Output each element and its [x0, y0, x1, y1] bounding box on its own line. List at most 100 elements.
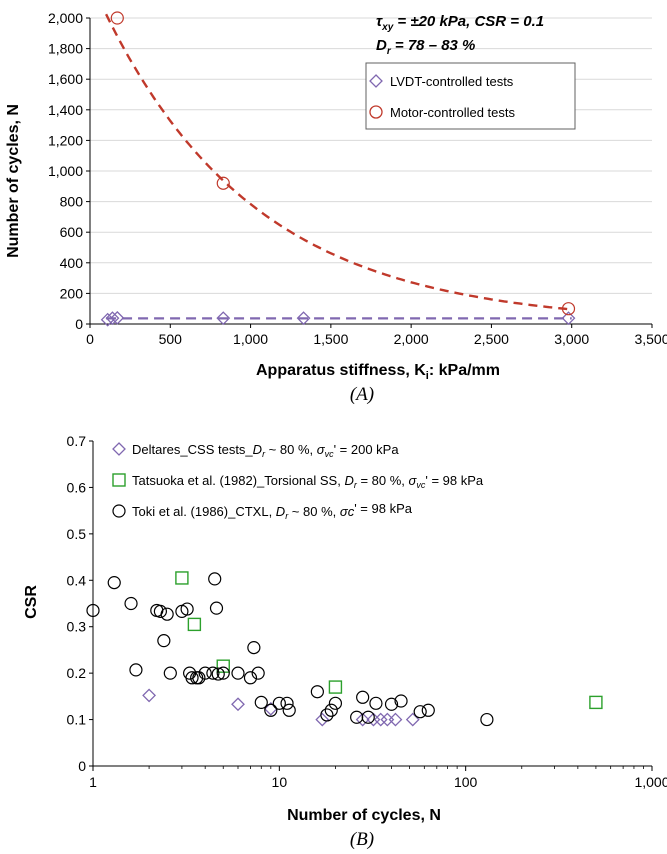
panel-b-x-tick-label: 1: [89, 774, 97, 790]
toki-data-point: [163, 666, 177, 680]
toki-data-point: [413, 705, 427, 719]
panel-a-x-tick-label: 500: [159, 331, 183, 347]
toki-data-point: [86, 603, 100, 618]
toki-data-point: [198, 666, 212, 680]
panel-a-points: [100, 11, 576, 327]
toki-data-point: [394, 694, 408, 708]
toki-data-point: [129, 663, 143, 677]
legend-deltares-marker: [112, 442, 126, 456]
panel-a-x-tick-label: 2,500: [474, 331, 509, 347]
toki-data-point: [251, 666, 265, 680]
toki-data-point: [216, 666, 230, 680]
panel-a-x-tick-label: 1,000: [233, 331, 268, 347]
panel-a-y-tick-label: 400: [60, 255, 84, 271]
toki-data-point: [310, 685, 324, 699]
toki-data-point: [369, 696, 383, 710]
toki-data-point: [324, 703, 338, 717]
legend-motor-label: Motor-controlled tests: [390, 105, 515, 120]
toki-data-point: [328, 696, 343, 710]
toki-data-point: [384, 697, 399, 711]
deltares-data-point: [231, 697, 245, 712]
deltares-data-point: [142, 688, 157, 703]
deltares-data-point: [388, 712, 403, 727]
panel-b-label: (B): [350, 829, 374, 850]
panel-a-x-tick-label: 1,500: [313, 331, 348, 347]
panel-b-y-tick-label: 0.1: [67, 712, 87, 728]
toki-data-point: [320, 708, 334, 722]
panel-a-x-ticks: 0 500 1,000 1,500 2,000 2,500 3,000 3,500: [86, 324, 667, 347]
panel-b-y-tick-label: 0: [78, 758, 86, 774]
panel-a-annotation-stress: τxy = ±20 kPa, CSR = 0.1: [376, 13, 544, 33]
panel-a-y-tick-label: 1,000: [48, 163, 83, 179]
toki-data-point: [254, 695, 268, 709]
toki-data-point: [282, 703, 296, 717]
panel-a-y-tick-label: 600: [60, 224, 84, 240]
panel-a-x-tick-label: 3,500: [634, 331, 667, 347]
deltares-data-point: [355, 712, 370, 727]
motor-fit-curve: [105, 13, 572, 311]
panel-b-y-tick-label: 0.6: [67, 479, 87, 495]
toki-data-point: [107, 576, 121, 590]
deltares-data-point: [315, 712, 330, 727]
toki-data-point: [272, 696, 286, 710]
panel-b-x-tick-label: 100: [454, 774, 478, 790]
panel-b-y-tick-label: 0.5: [67, 526, 87, 542]
toki-data-point: [247, 641, 261, 655]
toki-data-point: [280, 696, 294, 710]
toki-data-point: [361, 710, 375, 724]
lvdt-data-point: [296, 311, 311, 326]
toki-data-point: [185, 671, 199, 685]
toki-data-point: [243, 671, 258, 685]
panel-b-y-tick-label: 0.3: [67, 619, 87, 635]
toki-data-point: [421, 703, 435, 717]
toki-data-point: [209, 601, 224, 615]
tatsuoka-data-point: [589, 695, 603, 710]
tatsuoka-data-point: [328, 680, 343, 694]
panel-a-label: (A): [350, 384, 374, 405]
motor-data-point: [561, 302, 576, 316]
panel-a-x-tick-label: 3,000: [554, 331, 589, 347]
panel-b-points: [86, 571, 603, 727]
panel-a-y-tick-label: 2,000: [48, 10, 83, 26]
legend-toki-label: Toki et al. (1986)_CTXL, Dr ~ 80 %, σc' …: [132, 501, 413, 521]
panel-a-chart: 0 200 400 600 800 1,000 1,200 1,400 1,600 1,800 2,…: [5, 10, 667, 405]
toki-data-point: [211, 667, 225, 681]
panel-a-y-tick-label: 800: [60, 194, 84, 210]
panel-b-legend: Deltares_CSS tests_Dr ~ 80 %, σvc' = 200…: [112, 442, 484, 521]
toki-data-point: [231, 666, 245, 680]
panel-a-y-tick-label: 0: [75, 316, 83, 332]
toki-data-point: [206, 666, 220, 680]
panel-b-x-ticks: 1 10 100 1,000: [89, 766, 667, 790]
lvdt-data-point: [110, 310, 125, 325]
legend-toki-marker: [112, 504, 126, 518]
motor-data-point: [216, 176, 230, 190]
panel-a-annotation-density: Dr = 78 – 83 %: [376, 37, 475, 57]
panel-b-y-tick-label: 0.7: [67, 433, 87, 449]
toki-data-point: [157, 634, 171, 648]
panel-a-gridlines: [90, 17, 652, 294]
panel-a-legend: LVDT-controlled tests Motor-controlled t…: [365, 62, 576, 130]
panel-a-x-axis-title: Apparatus stiffness, Ki: kPa/mm: [256, 362, 500, 382]
motor-data-point: [110, 11, 124, 25]
toki-data-point: [350, 710, 364, 724]
panel-b-y-ticks: 0 0.1 0.2 0.3 0.4 0.5 0.6 0.7: [67, 433, 93, 774]
legend-tatsuoka-marker: [112, 473, 126, 487]
legend-lvdt-marker: [369, 74, 383, 88]
lvdt-data-point: [561, 311, 576, 326]
panel-b-chart: 0 0.1 0.2 0.3 0.4 0.5 0.6 0.7 1 10 100 1,000 CSR N…: [23, 433, 667, 850]
tatsuoka-data-point: [187, 617, 202, 632]
toki-data-point: [264, 703, 278, 717]
panel-b-x-tick-label: 10: [272, 774, 288, 790]
legend-lvdt-label: LVDT-controlled tests: [390, 74, 514, 89]
panel-b-y-tick-label: 0.4: [67, 572, 87, 588]
legend-deltares-label: Deltares_CSS tests_Dr ~ 80 %, σvc' = 200…: [132, 442, 399, 459]
lvdt-data-point: [216, 311, 231, 326]
toki-data-point: [153, 604, 168, 618]
toki-data-point: [124, 596, 138, 611]
panel-a-y-ticks: 0 200 400 600 800 1,000 1,200 1,400 1,600 1,800 2,…: [48, 10, 90, 332]
panel-a-y-tick-label: 1,200: [48, 132, 83, 148]
toki-data-point: [356, 690, 370, 704]
panel-a-x-tick-label: 2,000: [394, 331, 429, 347]
panel-a-y-tick-label: 1,400: [48, 102, 83, 118]
toki-data-point: [180, 602, 194, 616]
